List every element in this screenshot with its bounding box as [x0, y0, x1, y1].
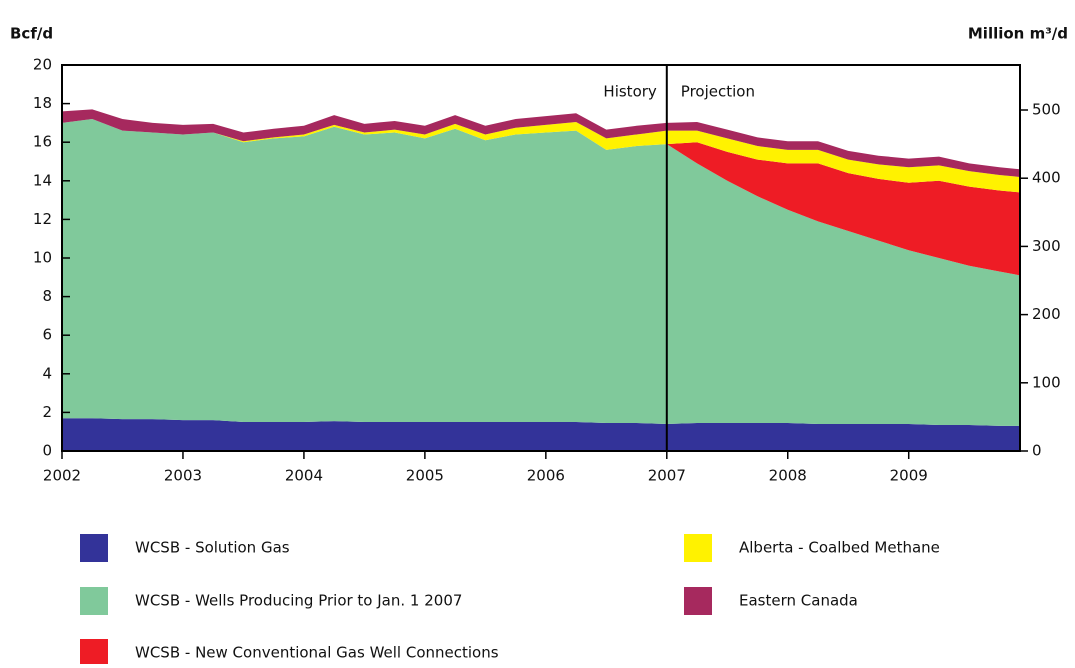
- y-tick-label: 16: [33, 133, 52, 151]
- legend-label: WCSB - Solution Gas: [135, 539, 290, 557]
- y2-tick-label: 300: [1032, 237, 1061, 255]
- y-tick-label: 8: [42, 287, 52, 305]
- y-tick-label: 10: [33, 249, 52, 267]
- legend-label: WCSB - Wells Producing Prior to Jan. 1 2…: [135, 592, 462, 610]
- x-tick-label: 2009: [890, 467, 928, 485]
- y-tick-label: 18: [33, 94, 52, 112]
- legend-label: Eastern Canada: [739, 592, 858, 610]
- x-tick-label: 2002: [43, 467, 81, 485]
- y-tick-label: 14: [33, 171, 52, 189]
- legend-label: Alberta - Coalbed Methane: [739, 539, 940, 557]
- area: [62, 119, 1020, 276]
- y-tick-label: 6: [42, 326, 52, 344]
- x-tick-label: 2006: [527, 467, 565, 485]
- y2-tick-label: 0: [1032, 442, 1042, 460]
- y2-tick-label: 400: [1032, 169, 1061, 187]
- x-tick-label: 2008: [769, 467, 807, 485]
- legend-swatch: [80, 587, 108, 615]
- legend-swatch: [684, 534, 712, 562]
- x-tick-label: 2007: [648, 467, 686, 485]
- y-tick-label: 2: [42, 403, 52, 421]
- annotation: Projection: [681, 83, 755, 101]
- legend-swatch: [684, 587, 712, 615]
- x-tick-label: 2004: [285, 467, 323, 485]
- area: [62, 119, 1020, 193]
- y2-axis-title: Million m³/d: [968, 25, 1068, 43]
- legend-swatch: [80, 534, 108, 562]
- y2-tick-label: 100: [1032, 373, 1061, 391]
- legend-label: WCSB - New Conventional Gas Well Connect…: [135, 644, 499, 662]
- y2-tick-label: 500: [1032, 101, 1061, 119]
- area: [62, 109, 1020, 177]
- y2-tick-label: 200: [1032, 305, 1061, 323]
- y-tick-label: 12: [33, 210, 52, 228]
- area: [62, 418, 1020, 451]
- x-tick-label: 2003: [164, 467, 202, 485]
- y-tick-label: 0: [42, 442, 52, 460]
- y-axis-title: Bcf/d: [10, 25, 53, 43]
- y-tick-label: 20: [33, 56, 52, 74]
- x-tick-label: 2005: [406, 467, 444, 485]
- annotation: History: [603, 83, 656, 101]
- area: [62, 119, 1020, 426]
- legend-swatch: [80, 639, 108, 667]
- y-tick-label: 4: [42, 364, 52, 382]
